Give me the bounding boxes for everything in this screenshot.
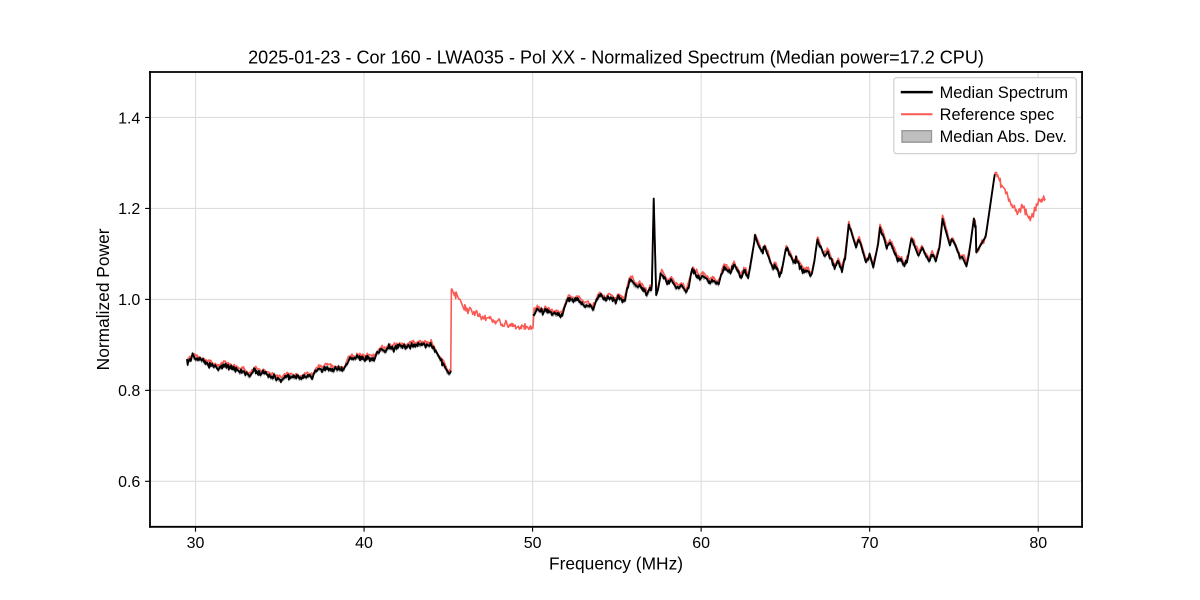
- svg-text:50: 50: [524, 535, 542, 552]
- svg-text:80: 80: [1029, 535, 1047, 552]
- svg-text:1.4: 1.4: [118, 110, 140, 127]
- svg-text:30: 30: [187, 535, 205, 552]
- svg-text:Median Spectrum: Median Spectrum: [940, 84, 1068, 102]
- svg-text:Reference spec: Reference spec: [940, 106, 1055, 124]
- svg-text:Median Abs. Dev.: Median Abs. Dev.: [940, 128, 1067, 146]
- svg-text:0.6: 0.6: [118, 474, 140, 491]
- svg-text:60: 60: [692, 535, 710, 552]
- svg-text:Normalized Power: Normalized Power: [93, 228, 113, 370]
- svg-text:40: 40: [355, 535, 373, 552]
- svg-text:2025-01-23 - Cor 160 - LWA035: 2025-01-23 - Cor 160 - LWA035 - Pol XX -…: [248, 48, 984, 68]
- svg-text:0.8: 0.8: [118, 383, 140, 400]
- svg-text:Frequency (MHz): Frequency (MHz): [549, 554, 683, 574]
- svg-text:1.2: 1.2: [118, 201, 140, 218]
- svg-text:1.0: 1.0: [118, 292, 140, 309]
- svg-text:70: 70: [861, 535, 879, 552]
